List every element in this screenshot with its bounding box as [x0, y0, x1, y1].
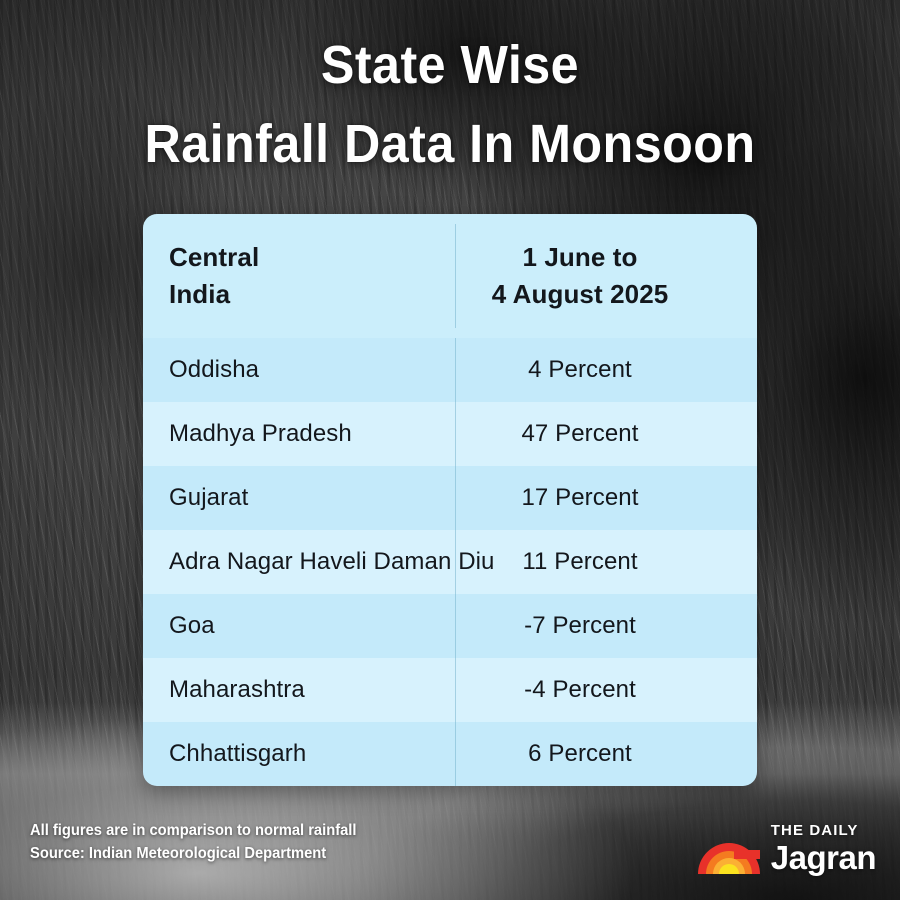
footer-note-line-2: Source: Indian Meteorological Department [30, 845, 327, 863]
rainfall-table: Central India 1 June to 4 August 2025 Od… [143, 214, 757, 786]
column-divider [455, 466, 456, 530]
row-state-name: Goa [169, 612, 215, 639]
table-row: Chhattisgarh 6 Percent [143, 722, 757, 786]
table-header-row: Central India 1 June to 4 August 2025 [143, 214, 757, 338]
table-row: Adra Nagar Haveli Daman Diu 11 Percent [143, 530, 757, 594]
header-region-line-1: Central [169, 242, 260, 273]
logo-jagran-text: Jagran [770, 839, 877, 876]
page-title: State Wise Rainfall Data In Monsoon [32, 26, 869, 185]
header-region-line-2: India [169, 279, 231, 309]
column-divider [455, 722, 456, 786]
column-divider [455, 530, 456, 594]
table-row: Gujarat 17 Percent [143, 466, 757, 530]
row-state-name: Adra Nagar Haveli Daman Diu [169, 548, 495, 575]
row-state-name: Maharashtra [169, 676, 305, 703]
row-state-value: 47 Percent [521, 420, 639, 447]
footer-note-line-1: All figures are in comparison to normal … [30, 822, 357, 840]
table-row: Goa -7 Percent [143, 594, 757, 658]
row-state-value: 11 Percent [522, 548, 638, 575]
row-state-name: Chhattisgarh [169, 740, 307, 767]
brand-logo: THE DAILY Jagran [697, 822, 877, 876]
header-period-line-1: 1 June to [522, 242, 638, 273]
column-divider [455, 338, 456, 402]
column-divider [455, 402, 456, 466]
header-period-line-2: 4 August 2025 [491, 279, 669, 309]
header-region-cell: Central India [143, 239, 455, 313]
footer-note: All figures are in comparison to normal … [30, 820, 356, 866]
row-state-value: 6 Percent [528, 740, 632, 767]
page-title-line-2: Rainfall Data In Monsoon [144, 114, 756, 175]
row-state-value: 17 Percent [521, 484, 639, 511]
row-state-name: Madhya Pradesh [169, 420, 352, 447]
column-divider [455, 594, 456, 658]
row-state-name: Oddisha [169, 356, 260, 383]
row-state-value: -7 Percent [524, 612, 636, 639]
header-period-cell: 1 June to 4 August 2025 [455, 239, 757, 313]
column-divider [455, 224, 456, 328]
sunrise-arc-icon [697, 836, 760, 874]
row-state-value: -4 Percent [524, 676, 636, 703]
row-state-value: 4 Percent [528, 356, 632, 383]
table-row: Oddisha 4 Percent [143, 338, 757, 402]
logo-wordmark: THE DAILY Jagran [770, 822, 877, 876]
table-row: Maharashtra -4 Percent [143, 658, 757, 722]
page-title-line-1: State Wise [320, 35, 580, 95]
row-state-name: Gujarat [169, 484, 249, 511]
column-divider [455, 658, 456, 722]
table-row: Madhya Pradesh 47 Percent [143, 402, 757, 466]
logo-the-daily-text: THE DAILY [770, 822, 859, 839]
